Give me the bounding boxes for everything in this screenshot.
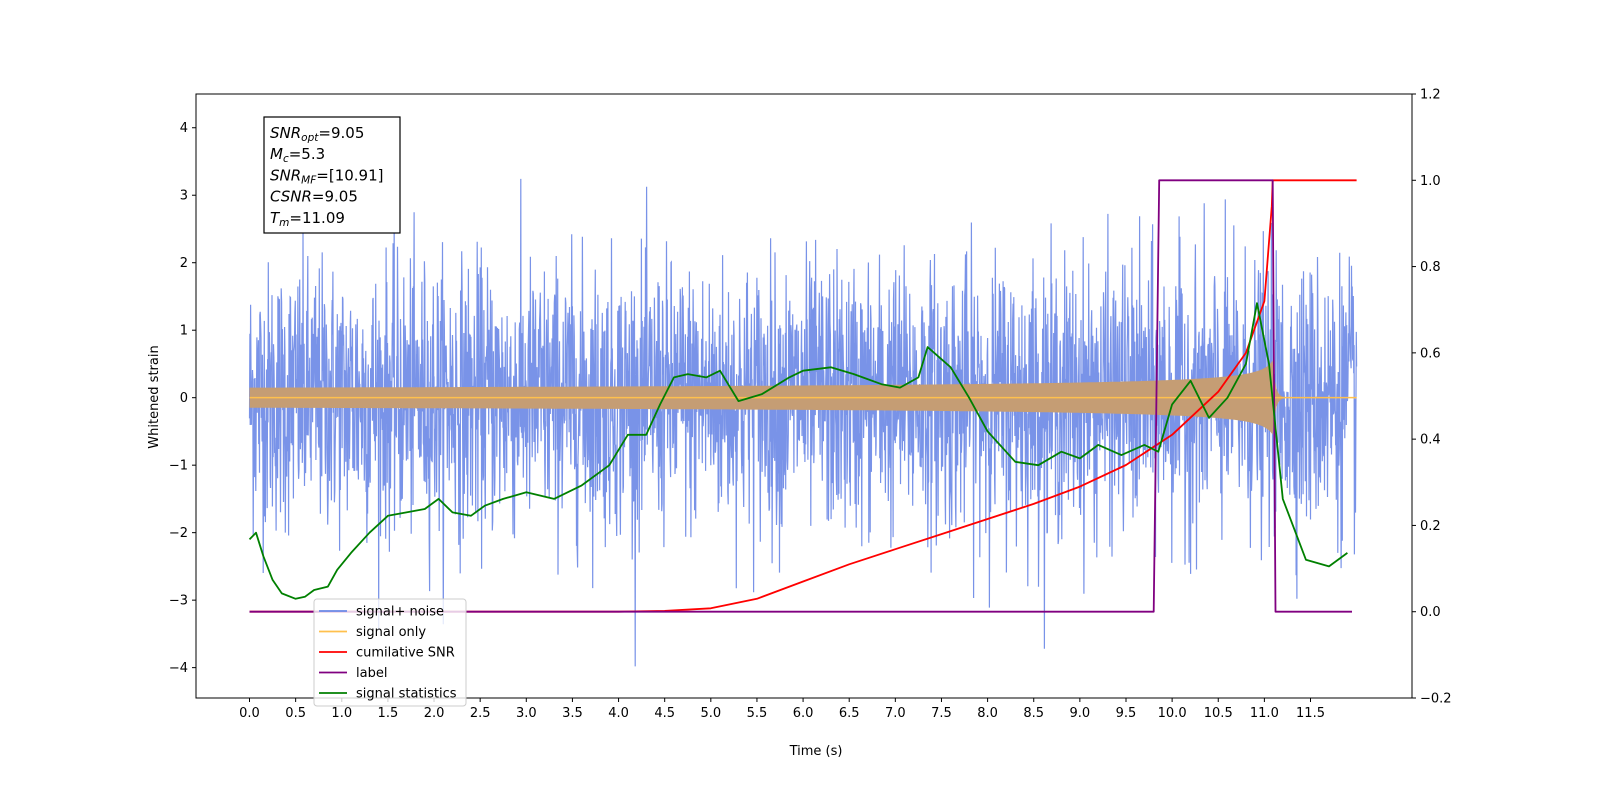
y-tick-label: 2: [180, 256, 188, 271]
y-tick-label: −3: [169, 594, 188, 609]
y-axis-label: Whitened strain: [147, 345, 162, 448]
legend-label: signal only: [356, 625, 426, 640]
x-tick-label: 8.0: [977, 706, 998, 721]
y-tick-label: 1: [180, 324, 188, 339]
legend-label: cumilative SNR: [356, 646, 455, 661]
x-tick-label: 2.0: [424, 706, 445, 721]
x-tick-label: 6.0: [793, 706, 814, 721]
x-tick-label: 6.5: [839, 706, 860, 721]
x-tick-label: 3.5: [562, 706, 583, 721]
info-box-line: Mc=5.3: [270, 145, 325, 165]
info-box-line: SNRMF=[10.91]: [270, 166, 384, 186]
plot-frame: [195, 93, 1413, 699]
x-tick-label: 7.0: [885, 706, 906, 721]
x-tick-label: 4.0: [608, 706, 629, 721]
x-tick-label: 1.0: [331, 706, 352, 721]
y2-tick-label: 0.2: [1420, 519, 1441, 534]
info-box-line: Tm=11.09: [270, 209, 345, 229]
x-tick-label: 5.0: [700, 706, 721, 721]
x-tick-label: 7.5: [931, 706, 952, 721]
legend: signal+ noise signal only cumilative SNR la…: [313, 598, 467, 707]
y2-tick-label: −0.2: [1420, 692, 1452, 707]
x-tick-label: 5.5: [747, 706, 768, 721]
x-tick-label: 1.5: [378, 706, 399, 721]
x-axis: 0.0 0.5 1.0 1.5 2.0 2.5 3.0 3.5 4.0 4.5 5.0 5.5 6.0 6…: [239, 698, 1325, 721]
y-axis-left: 4 3 2 1 0 −1 −2 −3 −4: [169, 121, 196, 676]
info-box-line: CSNR=9.05: [270, 188, 358, 206]
line-series: [248, 179, 1357, 613]
x-tick-label: 9.5: [1116, 706, 1137, 721]
y-axis-right: 1.2 1.0 0.8 0.6 0.4 0.2 0.0 −0.2: [1412, 88, 1452, 707]
x-tick-label: 10.0: [1158, 706, 1187, 721]
signal-only-series: [249, 360, 1357, 435]
y2-tick-label: 0.6: [1420, 346, 1441, 361]
y-tick-label: 3: [180, 189, 188, 204]
y2-tick-label: 1.0: [1420, 174, 1441, 189]
series-cumilative-snr: [249, 179, 1357, 613]
x-tick-label: 0.0: [239, 706, 260, 721]
legend-label: label: [356, 666, 387, 681]
noise-trace: [248, 178, 1358, 667]
legend-label: signal statistics: [356, 687, 457, 702]
y-tick-label: 4: [180, 121, 188, 136]
y2-tick-label: 0.0: [1420, 605, 1441, 620]
x-axis-label: Time (s): [789, 744, 843, 759]
x-tick-label: 0.5: [285, 706, 306, 721]
y2-tick-label: 0.4: [1420, 433, 1441, 448]
y2-tick-label: 0.8: [1420, 260, 1441, 275]
y2-tick-label: 1.2: [1420, 88, 1441, 103]
legend-frame: [313, 598, 467, 707]
x-tick-label: 2.5: [470, 706, 491, 721]
y-tick-label: −1: [169, 459, 188, 474]
y-tick-label: −4: [169, 661, 188, 676]
x-tick-label: 11.5: [1296, 706, 1325, 721]
info-box-line: SNRopt=9.05: [270, 124, 364, 144]
legend-label: signal+ noise: [356, 605, 444, 620]
y-tick-label: −2: [169, 526, 188, 541]
x-tick-label: 3.0: [516, 706, 537, 721]
x-tick-label: 10.5: [1204, 706, 1233, 721]
series-signal-statistics: [248, 302, 1348, 600]
info-box-frame: [263, 116, 401, 234]
noise-series: [248, 178, 1358, 667]
series-label: [249, 179, 1352, 613]
x-tick-label: 11.0: [1250, 706, 1279, 721]
x-tick-label: 8.5: [1023, 706, 1044, 721]
x-tick-label: 9.0: [1070, 706, 1091, 721]
y-tick-label: 0: [180, 391, 188, 406]
x-tick-label: 4.5: [654, 706, 675, 721]
